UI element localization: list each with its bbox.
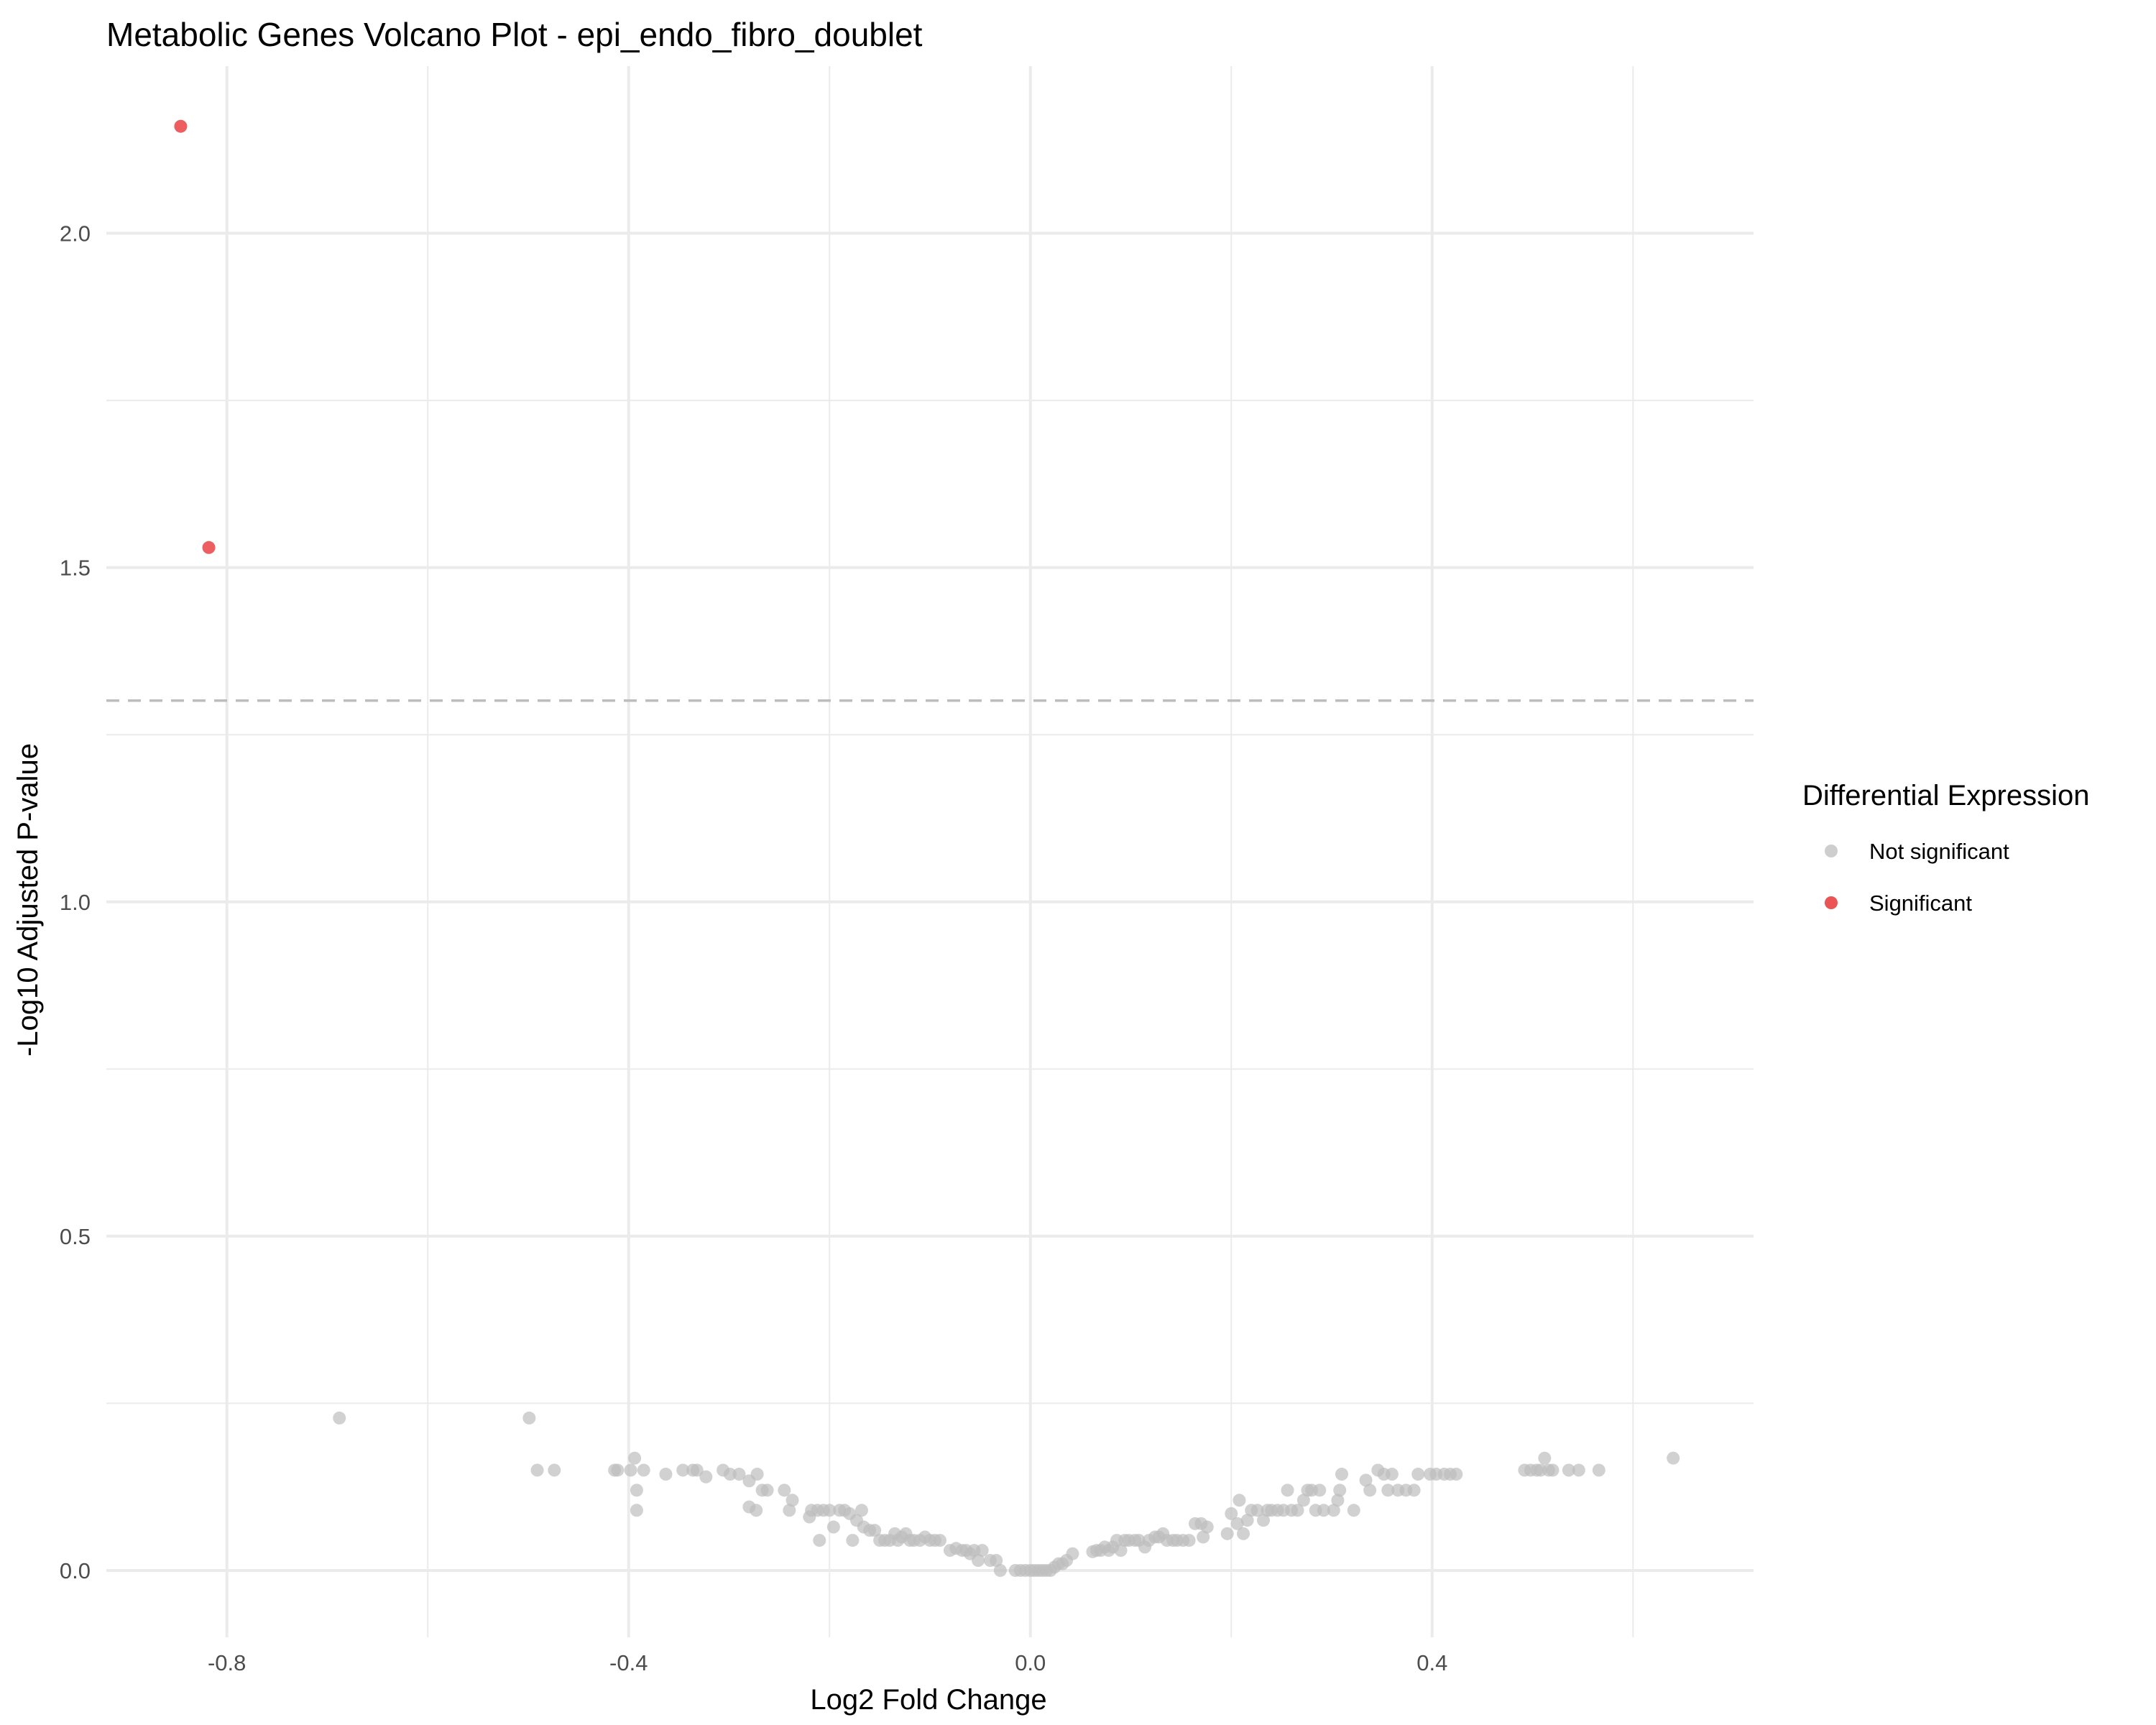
legend-swatch-not-significant	[1825, 845, 1838, 857]
y-tick-label: 2.0	[60, 221, 91, 247]
not-significant-point	[1407, 1484, 1421, 1497]
not-significant-point	[690, 1463, 704, 1477]
y-tick-label: 1.5	[60, 556, 91, 581]
not-significant-point	[1230, 1517, 1244, 1530]
not-significant-point	[1200, 1520, 1214, 1534]
not-significant-point	[750, 1504, 763, 1517]
x-tick-label: 0.4	[1416, 1650, 1447, 1675]
legend-title: Differential Expression	[1802, 780, 2089, 811]
chart-title: Metabolic Genes Volcano Plot - epi_endo_…	[106, 16, 923, 53]
not-significant-point	[1592, 1463, 1606, 1477]
not-significant-point	[1411, 1468, 1425, 1481]
not-significant-point	[1363, 1484, 1377, 1497]
not-significant-point	[1331, 1494, 1345, 1507]
not-significant-point	[1240, 1514, 1254, 1527]
y-tick-label: 1.0	[60, 890, 91, 915]
not-significant-point	[1546, 1463, 1560, 1477]
not-significant-point	[972, 1554, 985, 1568]
not-significant-point	[1667, 1451, 1680, 1465]
not-significant-point	[1197, 1530, 1210, 1544]
not-significant-point	[1296, 1494, 1310, 1507]
not-significant-point	[1317, 1504, 1330, 1517]
not-significant-point	[1225, 1506, 1238, 1520]
not-significant-point	[975, 1544, 989, 1558]
not-significant-point	[699, 1470, 713, 1484]
x-tick-label: -0.8	[208, 1650, 246, 1675]
not-significant-point	[630, 1484, 643, 1497]
not-significant-point	[1220, 1527, 1234, 1540]
not-significant-point	[659, 1468, 673, 1481]
not-significant-point	[1385, 1468, 1399, 1481]
not-significant-point	[854, 1504, 868, 1517]
not-significant-point	[1562, 1463, 1575, 1477]
not-significant-points	[333, 1411, 1680, 1577]
not-significant-point	[1381, 1484, 1395, 1497]
not-significant-point	[1281, 1484, 1294, 1497]
not-significant-point	[732, 1468, 746, 1481]
not-significant-point	[1313, 1484, 1327, 1497]
not-significant-point	[624, 1463, 637, 1477]
plot-grid	[106, 66, 1754, 1637]
legend-label-not-significant: Not significant	[1869, 839, 2009, 864]
not-significant-point	[1572, 1463, 1585, 1477]
not-significant-point	[628, 1451, 642, 1465]
x-axis-title: Log2 Fold Change	[810, 1684, 1046, 1716]
not-significant-point	[1450, 1468, 1463, 1481]
significant-points	[174, 119, 216, 554]
not-significant-point	[676, 1463, 690, 1477]
legend-swatch-significant	[1825, 896, 1838, 909]
legend: Differential Expression Not significant …	[1802, 780, 2089, 916]
not-significant-point	[868, 1524, 882, 1537]
not-significant-point	[723, 1468, 737, 1481]
y-tick-label: 0.5	[60, 1224, 91, 1249]
not-significant-point	[778, 1484, 791, 1497]
not-significant-point	[783, 1504, 796, 1517]
y-tick-label: 0.0	[60, 1558, 91, 1583]
not-significant-point	[786, 1494, 799, 1507]
not-significant-point	[1256, 1514, 1270, 1527]
not-significant-point	[1250, 1504, 1264, 1517]
not-significant-point	[1291, 1504, 1304, 1517]
x-axis-ticks: -0.8 -0.4 0.0 0.4	[208, 1650, 1447, 1675]
x-tick-label: -0.4	[609, 1650, 648, 1675]
not-significant-point	[1182, 1534, 1196, 1547]
not-significant-point	[846, 1534, 860, 1547]
not-significant-point	[333, 1411, 346, 1425]
not-significant-point	[933, 1534, 946, 1547]
not-significant-point	[1538, 1451, 1552, 1465]
not-significant-point	[1066, 1547, 1079, 1560]
not-significant-point	[750, 1468, 764, 1481]
not-significant-point	[1335, 1468, 1348, 1481]
not-significant-point	[522, 1411, 536, 1425]
not-significant-point	[1233, 1494, 1246, 1507]
not-significant-point	[1327, 1504, 1340, 1517]
y-axis-title: -Log10 Adjusted P-value	[12, 743, 44, 1057]
not-significant-point	[1359, 1473, 1373, 1487]
not-significant-point	[826, 1520, 840, 1534]
significant-point	[174, 119, 188, 133]
not-significant-point	[990, 1554, 1003, 1568]
significant-point	[202, 540, 216, 554]
legend-label-significant: Significant	[1869, 891, 1972, 916]
not-significant-point	[637, 1463, 650, 1477]
not-significant-point	[823, 1504, 837, 1517]
not-significant-point	[760, 1484, 774, 1497]
not-significant-point	[993, 1563, 1007, 1577]
not-significant-point	[813, 1534, 826, 1547]
not-significant-point	[611, 1463, 625, 1477]
not-significant-point	[1237, 1527, 1250, 1540]
not-significant-point	[530, 1463, 544, 1477]
y-axis-ticks: 0.0 0.5 1.0 1.5 2.0	[60, 221, 91, 1583]
x-tick-label: 0.0	[1015, 1650, 1046, 1675]
not-significant-point	[548, 1463, 561, 1477]
not-significant-point	[1347, 1504, 1360, 1517]
not-significant-point	[1114, 1544, 1128, 1558]
not-significant-point	[630, 1504, 643, 1517]
not-significant-point	[1333, 1484, 1347, 1497]
